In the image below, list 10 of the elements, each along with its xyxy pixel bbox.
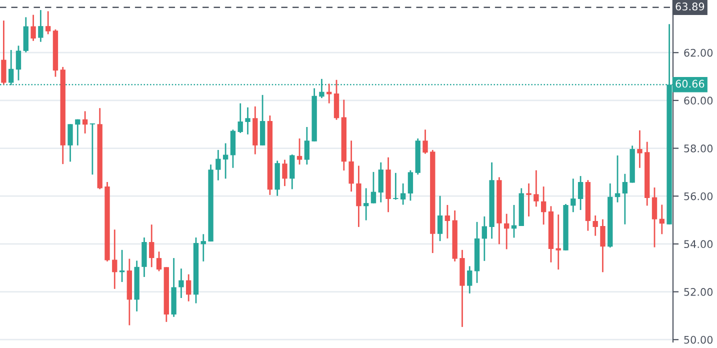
y-tick-label: 60.00 [684, 96, 713, 105]
y-tick-label: 54.00 [684, 240, 713, 248]
candlestick [526, 182, 532, 218]
y-tick-label: 50.00 [684, 336, 713, 344]
y-tick-label: 56.00 [684, 192, 713, 200]
ref-line-label: 63.89 [676, 2, 704, 10]
ref-line-label: 60.66 [676, 80, 704, 88]
y-tick-label: 62.00 [684, 48, 713, 57]
y-tick-label: 52.00 [684, 288, 713, 296]
y-tick-label: 58.00 [684, 144, 713, 152]
